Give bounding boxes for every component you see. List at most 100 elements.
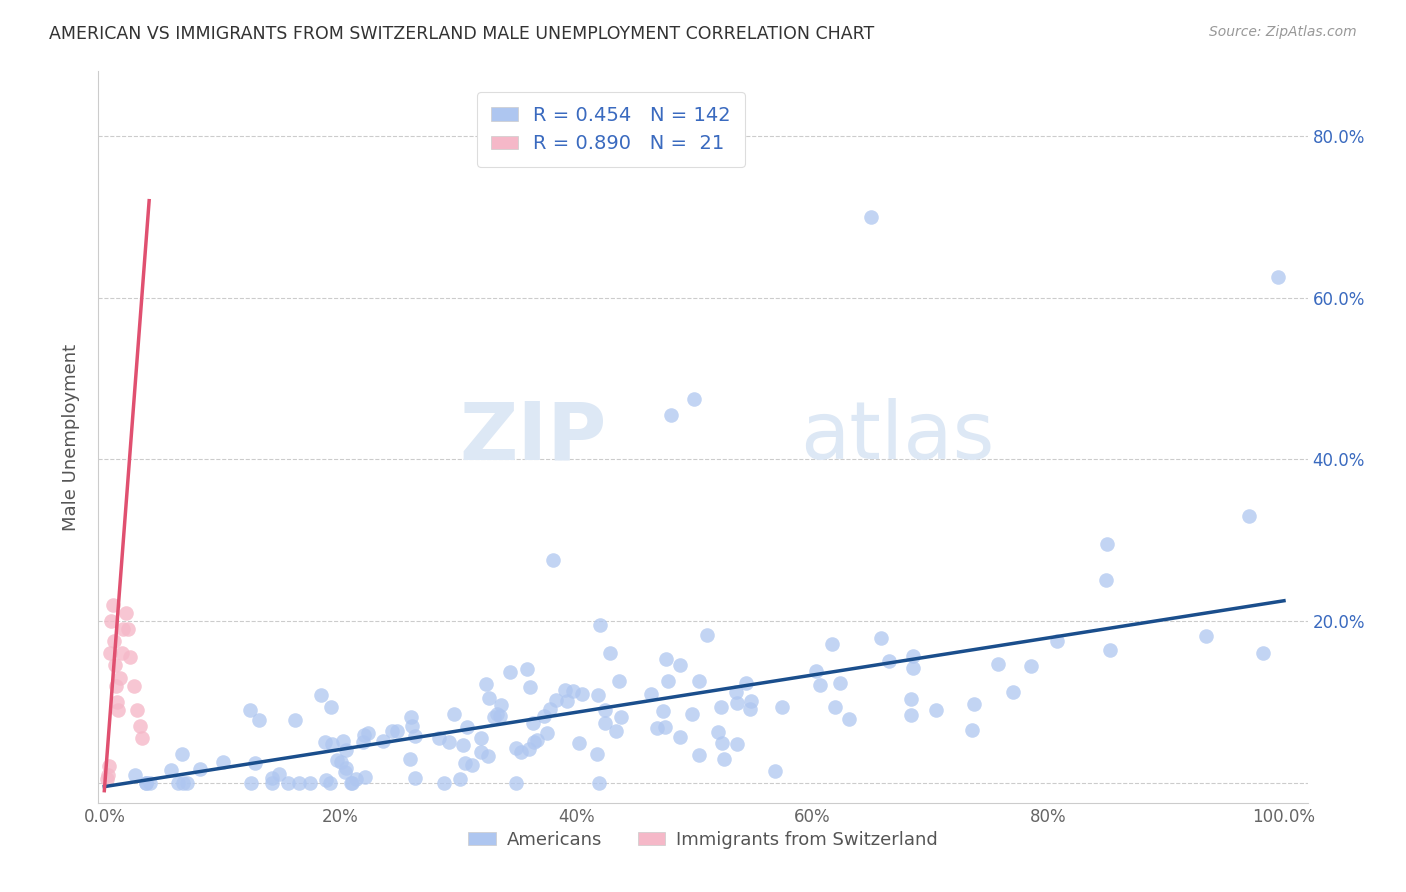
Point (546, 693, 568, 707)
Point (477, 749, 499, 764)
Point (925, 703, 948, 717)
Point (654, 720, 676, 734)
Point (725, 696, 748, 710)
Point (159, 763, 181, 777)
Point (333, 764, 356, 779)
Point (433, 775, 456, 789)
Point (105, 695, 128, 709)
Point (571, 687, 593, 701)
Point (486, 706, 509, 721)
Point (1098, 642, 1121, 657)
Point (1267, 270, 1289, 285)
Point (385, 724, 408, 739)
Point (770, 699, 793, 714)
Text: Source: ZipAtlas.com: Source: ZipAtlas.com (1209, 25, 1357, 39)
Point (399, 709, 422, 723)
Point (640, 687, 662, 701)
Point (860, 210, 883, 224)
Point (134, 775, 156, 789)
Point (900, 691, 922, 706)
Point (599, 646, 621, 660)
Point (461, 757, 484, 772)
Point (167, 775, 190, 789)
Point (963, 697, 986, 711)
Point (655, 652, 678, 666)
Point (340, 775, 363, 789)
Point (589, 618, 612, 632)
Point (247, 713, 270, 727)
Point (1195, 629, 1218, 643)
Point (112, 622, 135, 636)
Point (107, 703, 129, 717)
Point (510, 745, 533, 759)
Point (536, 726, 558, 740)
Point (763, 764, 786, 779)
Point (352, 735, 374, 749)
Point (489, 709, 512, 723)
Point (711, 736, 734, 750)
Point (838, 712, 860, 726)
Point (277, 775, 299, 789)
Text: AMERICAN VS IMMIGRANTS FROM SWITZERLAND MALE UNEMPLOYMENT CORRELATION CHART: AMERICAN VS IMMIGRANTS FROM SWITZERLAND … (49, 25, 875, 43)
Point (470, 745, 492, 759)
Point (122, 679, 145, 693)
Point (516, 662, 538, 676)
Point (645, 721, 668, 735)
Point (344, 772, 367, 787)
Point (1046, 633, 1069, 648)
Point (522, 715, 544, 730)
Point (541, 553, 564, 567)
Point (139, 775, 162, 789)
Point (335, 761, 357, 775)
Point (1021, 658, 1043, 673)
Point (176, 775, 198, 789)
Point (404, 729, 426, 743)
Point (437, 735, 460, 749)
Point (298, 775, 321, 789)
Point (538, 702, 561, 716)
Point (135, 775, 157, 789)
Point (239, 703, 262, 717)
Point (98, 646, 121, 660)
Point (332, 734, 354, 748)
Point (557, 694, 579, 708)
Point (499, 665, 522, 679)
Point (724, 685, 747, 699)
Point (371, 733, 394, 747)
Point (101, 598, 124, 612)
Point (681, 707, 703, 722)
Point (267, 767, 290, 781)
Point (900, 707, 922, 722)
Point (128, 719, 150, 733)
Point (124, 768, 146, 782)
Point (212, 755, 235, 769)
Point (108, 671, 131, 685)
Point (451, 739, 474, 753)
Point (828, 676, 851, 690)
Point (398, 751, 420, 765)
Point (669, 657, 692, 672)
Point (505, 741, 527, 756)
Point (533, 709, 555, 723)
Point (659, 408, 682, 422)
Point (315, 773, 337, 788)
Point (319, 699, 342, 714)
Point (1095, 573, 1118, 587)
Point (330, 755, 353, 769)
Point (688, 747, 710, 762)
Point (669, 731, 692, 745)
Point (340, 775, 363, 789)
Point (870, 631, 893, 645)
Point (98, 759, 121, 773)
Point (105, 679, 128, 693)
Point (821, 637, 844, 651)
Point (454, 756, 477, 770)
Point (443, 707, 465, 722)
Point (117, 622, 139, 636)
Point (335, 743, 357, 757)
Point (987, 657, 1010, 671)
Point (901, 660, 924, 674)
Point (586, 747, 609, 761)
Point (404, 771, 426, 785)
Point (568, 736, 591, 750)
